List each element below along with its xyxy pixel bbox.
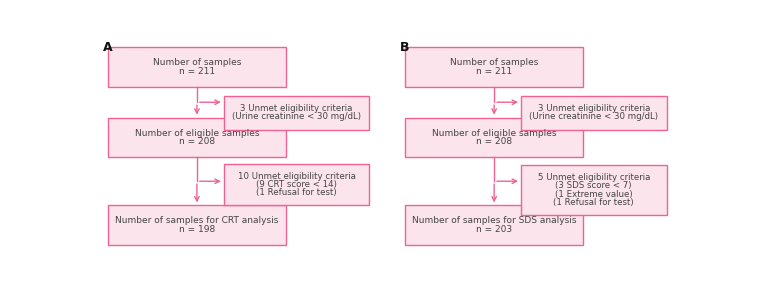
FancyBboxPatch shape: [107, 118, 286, 157]
Text: n = 203: n = 203: [476, 225, 512, 234]
Text: n = 211: n = 211: [476, 67, 512, 76]
Text: n = 211: n = 211: [179, 67, 215, 76]
FancyBboxPatch shape: [405, 205, 584, 245]
Text: 10 Unmet eligibility criteria: 10 Unmet eligibility criteria: [238, 172, 355, 181]
FancyBboxPatch shape: [224, 164, 370, 205]
FancyBboxPatch shape: [405, 47, 584, 87]
Text: 3 Unmet eligibility criteria: 3 Unmet eligibility criteria: [538, 104, 650, 113]
Text: (1 Refusal for test): (1 Refusal for test): [256, 188, 337, 197]
Text: Number of samples: Number of samples: [450, 58, 538, 68]
Text: Number of eligible samples: Number of eligible samples: [135, 129, 259, 138]
FancyBboxPatch shape: [107, 205, 286, 245]
Text: (Urine creatinine < 30 mg/dL): (Urine creatinine < 30 mg/dL): [232, 112, 361, 121]
Text: 3 Unmet eligibility criteria: 3 Unmet eligibility criteria: [240, 104, 353, 113]
Text: (1 Extreme value): (1 Extreme value): [555, 190, 633, 199]
FancyBboxPatch shape: [224, 96, 370, 130]
Text: (Urine creatinine < 30 mg/dL): (Urine creatinine < 30 mg/dL): [529, 112, 658, 121]
Text: Number of eligible samples: Number of eligible samples: [432, 129, 556, 138]
FancyBboxPatch shape: [521, 165, 667, 215]
FancyBboxPatch shape: [521, 96, 667, 130]
Text: Number of samples: Number of samples: [153, 58, 241, 68]
Text: (3 SDS score < 7): (3 SDS score < 7): [555, 181, 632, 190]
Text: A: A: [103, 41, 113, 54]
Text: (1 Refusal for test): (1 Refusal for test): [554, 198, 634, 207]
Text: Number of samples for CRT analysis: Number of samples for CRT analysis: [115, 216, 278, 225]
Text: n = 198: n = 198: [179, 225, 215, 234]
Text: n = 208: n = 208: [476, 137, 512, 146]
Text: B: B: [400, 41, 410, 54]
Text: (9 CRT score < 14): (9 CRT score < 14): [256, 180, 337, 189]
Text: 5 Unmet eligibility criteria: 5 Unmet eligibility criteria: [538, 173, 650, 182]
FancyBboxPatch shape: [107, 47, 286, 87]
Text: Number of samples for SDS analysis: Number of samples for SDS analysis: [412, 216, 576, 225]
FancyBboxPatch shape: [405, 118, 584, 157]
Text: n = 208: n = 208: [179, 137, 215, 146]
